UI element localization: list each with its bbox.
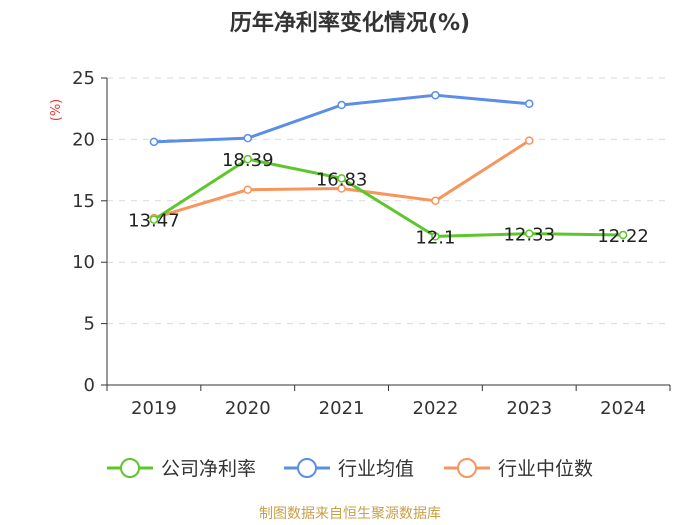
data-point: [337, 184, 346, 193]
x-axis-ticks: 2019 2020 2021 2022 2023 2024: [131, 398, 646, 419]
data-labels: 13.47 18.39 16.83 12.1 12.33 12.22: [128, 150, 649, 248]
y-tick-label: 10: [72, 252, 95, 273]
data-label: 18.39: [222, 150, 274, 171]
legend-item[interactable]: 公司净利率: [107, 458, 256, 480]
y-tick-label: 0: [84, 375, 95, 396]
legend-label: 行业均值: [338, 458, 414, 480]
x-tick-label: 2022: [413, 398, 459, 419]
x-tick-label: 2021: [319, 398, 365, 419]
legend-marker: [120, 458, 140, 478]
x-tick-label: 2024: [600, 398, 646, 419]
y-tick-label: 5: [84, 314, 95, 335]
x-tick-label: 2023: [506, 398, 552, 419]
y-axis-ticks: 0 5 10 15 20 25: [72, 68, 95, 396]
series-layer: [149, 90, 628, 241]
data-point: [525, 99, 534, 109]
data-point: [525, 136, 534, 145]
legend-label: 行业中位数: [498, 458, 593, 480]
data-label: 13.47: [128, 211, 180, 232]
data-point: [431, 196, 440, 206]
legend-label: 公司净利率: [161, 458, 256, 480]
x-tick-label: 2019: [131, 398, 177, 419]
legend-item[interactable]: 行业均值: [284, 458, 414, 480]
data-point: [149, 137, 159, 147]
data-point: [431, 232, 440, 241]
data-point: [431, 90, 440, 100]
data-point: [337, 174, 346, 183]
data-point: [243, 185, 252, 194]
data-label: 12.22: [597, 226, 649, 247]
legend-item[interactable]: 行业中位数: [444, 458, 593, 480]
legend-marker: [457, 458, 477, 478]
data-point: [243, 154, 252, 164]
y-tick-label: 25: [72, 68, 95, 89]
y-tick-label: 20: [72, 129, 95, 150]
series-line: [153, 157, 624, 238]
data-point: [337, 100, 346, 110]
y-axis-unit: (%): [49, 99, 64, 122]
axes: [101, 77, 671, 391]
data-label: 12.1: [415, 227, 455, 248]
data-label: 12.33: [503, 225, 555, 246]
data-point: [243, 133, 252, 143]
x-tick-label: 2020: [225, 398, 271, 419]
legend-marker: [297, 458, 317, 478]
gridlines: [107, 77, 670, 325]
source-note: 制图数据来自恒生聚源数据库: [259, 506, 441, 522]
y-tick-label: 15: [72, 191, 95, 212]
chart-title: 历年净利率变化情况(%): [230, 10, 470, 36]
data-label: 16.83: [316, 169, 368, 190]
data-point: [149, 215, 159, 224]
data-point: [525, 229, 534, 238]
data-point: [618, 230, 628, 240]
legend: 公司净利率 行业均值 行业中位数: [107, 458, 593, 480]
